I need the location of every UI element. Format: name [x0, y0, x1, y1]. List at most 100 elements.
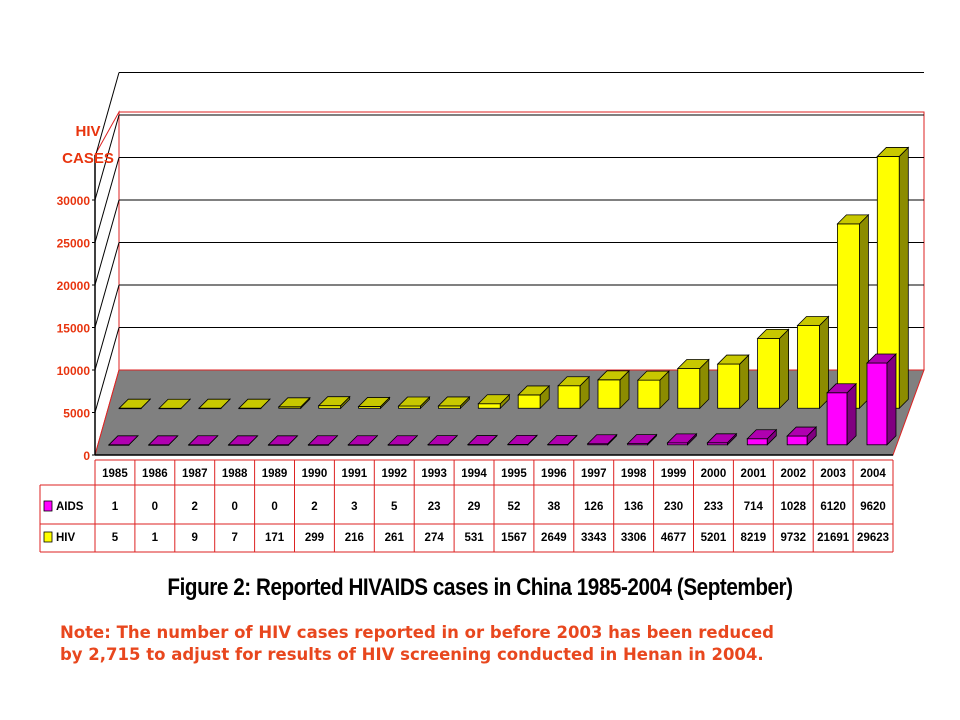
table-cell-aids: 714: [744, 501, 764, 513]
table-cell-hiv: 4677: [661, 532, 687, 544]
y-axis-label-line2: CASES: [62, 150, 114, 167]
bar-hiv: [397, 396, 431, 410]
table-cell-hiv: 1: [152, 532, 159, 544]
x-tick-label: 1991: [342, 468, 368, 480]
bar-hiv: [237, 398, 271, 410]
table-cell-aids: 0: [152, 501, 158, 513]
bar-hiv: [317, 395, 351, 410]
bar-hiv: [437, 395, 471, 410]
table-cell-hiv: 299: [305, 532, 324, 544]
bar-aids-top: [826, 383, 858, 394]
bar-hiv-side: [898, 146, 909, 410]
table-cell-aids: 9620: [860, 501, 886, 513]
bar-aids: [307, 434, 339, 446]
bar-aids: [107, 434, 139, 446]
bar-hiv: [198, 398, 231, 410]
bar-aids-top: [786, 426, 818, 437]
table-cell-hiv: 261: [385, 532, 405, 544]
y-tick-label: 20000: [57, 279, 91, 293]
bar-aids: [227, 435, 259, 446]
bar-aids: [666, 432, 698, 446]
y-tick-label: 10000: [57, 364, 91, 378]
x-tick-label: 1995: [501, 468, 527, 480]
y-tick-label: 25000: [57, 237, 91, 251]
bar-hiv: [756, 328, 790, 410]
x-tick-label: 1992: [381, 468, 407, 480]
x-tick-label: 2004: [860, 468, 886, 480]
x-tick-label: 2002: [780, 468, 806, 480]
chart: 0 5000 10000 15000 20000 25000 30000 HIV CASES…: [39, 72, 925, 553]
table-cell-hiv: 5: [112, 532, 119, 544]
bar-hiv-front: [557, 385, 581, 409]
table-cell-aids: 0: [271, 501, 277, 513]
bar-hiv-top: [317, 396, 351, 407]
bar-aids-front: [786, 435, 808, 446]
bar-hiv: [477, 393, 511, 410]
table-cell-hiv: 3306: [621, 532, 647, 544]
bar-hiv-top: [397, 396, 431, 407]
bar-aids-top: [506, 434, 538, 445]
x-tick-label: 2003: [820, 468, 846, 480]
bar-hiv-front: [757, 337, 780, 409]
table-cell-hiv: 3343: [581, 532, 607, 544]
table-cell-aids: 233: [704, 501, 723, 513]
bar-hiv-top: [277, 397, 311, 408]
x-tick-label: 1993: [421, 468, 447, 480]
x-tick-label: 1998: [621, 468, 647, 480]
bar-hiv: [357, 396, 391, 410]
bar-hiv-top: [597, 370, 630, 381]
bar-hiv-top: [357, 397, 391, 407]
bar-aids-top: [427, 435, 459, 446]
bar-aids: [347, 434, 379, 446]
x-tick-label: 1986: [142, 468, 168, 480]
y-tick-label: 30000: [57, 194, 91, 208]
y-tick-label: 5000: [63, 407, 90, 421]
bar-aids: [267, 435, 299, 446]
bar-aids-top: [626, 434, 658, 445]
bar-hiv: [118, 398, 152, 410]
table-cell-hiv: 531: [464, 532, 484, 544]
bar-hiv-front: [477, 403, 501, 409]
bar-aids-top: [467, 435, 498, 445]
bar-aids-top: [586, 434, 618, 445]
bar-hiv: [836, 213, 870, 410]
y-tick-label: 0: [83, 449, 90, 463]
table-cell-hiv: 216: [345, 532, 364, 544]
bar-aids-top: [147, 435, 179, 446]
bar-aids-top: [546, 435, 578, 445]
gridline-side: [94, 242, 120, 328]
bar-aids-top: [267, 435, 299, 446]
table-cell-aids: 2: [192, 501, 198, 513]
bar-aids-top: [866, 353, 897, 364]
bar-hiv-top: [636, 370, 670, 381]
bar-aids: [467, 434, 498, 446]
table-cell-hiv: 29623: [857, 532, 889, 544]
bar-aids: [866, 353, 897, 446]
bar-aids-top: [746, 429, 778, 440]
bar-hiv: [158, 398, 192, 410]
note: Note: The number of HIV cases reported i…: [60, 622, 920, 666]
figure-caption: Figure 2: Reported HIVAIDS cases in Chin…: [167, 574, 793, 601]
bar-aids-top: [187, 435, 219, 446]
table-cell-aids: 29: [468, 501, 481, 513]
x-tick-label: 1994: [461, 468, 487, 480]
bar-hiv-front: [637, 379, 661, 409]
y-axis-label-line1: HIV: [75, 123, 100, 140]
x-tick-label: 2000: [701, 468, 727, 480]
table-cell-aids: 3: [351, 501, 357, 513]
chart-gridlines: [94, 72, 924, 413]
bar-hiv: [517, 384, 551, 410]
table-cell-hiv: 171: [265, 532, 285, 544]
table-cell-hiv: 9732: [780, 532, 806, 544]
bar-aids-front: [826, 392, 848, 446]
bar-aids: [187, 434, 219, 446]
table-cell-aids: 6120: [820, 501, 846, 513]
bar-hiv: [716, 354, 750, 410]
bar-hiv-top: [557, 376, 591, 387]
bar-hiv-top: [158, 398, 192, 409]
bar-hiv-top: [517, 385, 551, 396]
gridline-side: [94, 157, 120, 243]
gridline-side: [94, 72, 120, 158]
bar-hiv-front: [517, 394, 541, 409]
